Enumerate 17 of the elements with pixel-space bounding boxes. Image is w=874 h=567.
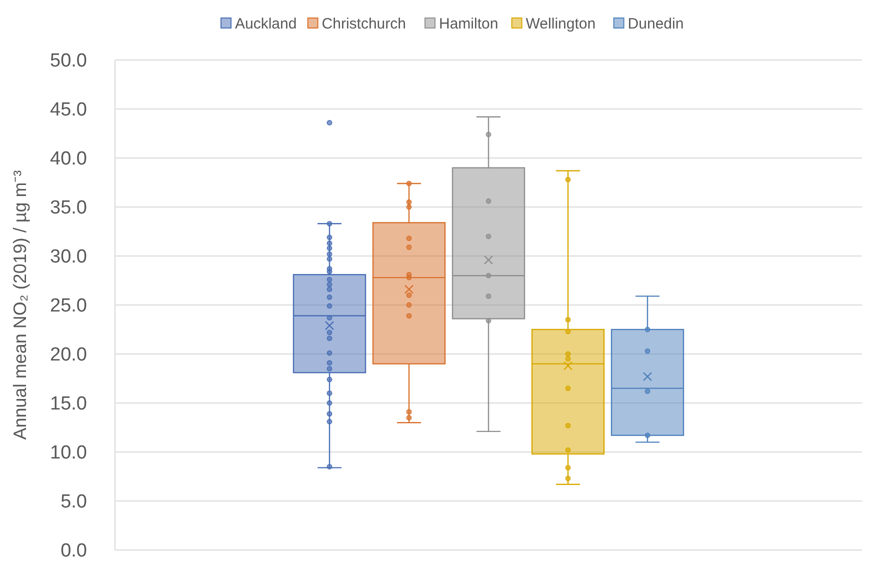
legend-label: Hamilton xyxy=(439,15,498,32)
y-tick-label: 25.0 xyxy=(50,296,87,317)
legend-label: Auckland xyxy=(235,15,297,32)
legend-label: Christchurch xyxy=(322,15,406,32)
y-tick-label: 15.0 xyxy=(50,394,87,415)
y-tick-label: 0.0 xyxy=(60,540,87,562)
y-tick-label: 40.0 xyxy=(50,148,87,170)
legend-label: Wellington xyxy=(526,15,596,32)
legend-label: Dunedin xyxy=(628,15,684,32)
y-tick-label: 45.0 xyxy=(50,100,87,121)
y-tick-label: 10.0 xyxy=(50,442,87,464)
y-tick-label: 20.0 xyxy=(50,344,87,366)
y-tick-label: 50.0 xyxy=(50,50,87,72)
y-tick-label: 35.0 xyxy=(50,198,87,219)
y-tick-label: 5.0 xyxy=(60,492,87,513)
y-axis-title: Annual mean NO₂ (2019) / µg m⁻³ xyxy=(10,170,30,440)
y-tick-label: 30.0 xyxy=(50,246,87,268)
